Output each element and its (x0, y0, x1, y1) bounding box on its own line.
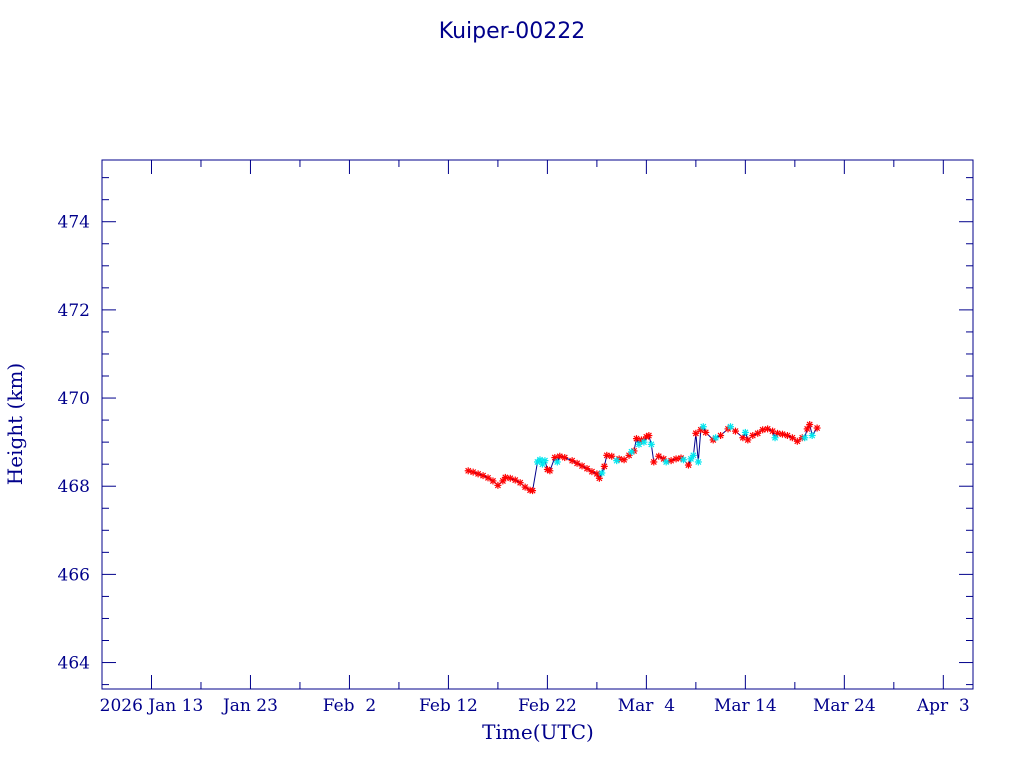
data-point (632, 435, 640, 443)
data-point (625, 451, 633, 459)
x-tick-label: Jan 23 (221, 696, 278, 716)
data-point (808, 432, 816, 440)
x-axis-label: Time(UTC) (482, 720, 594, 744)
data-point (556, 452, 564, 460)
data-point (712, 434, 720, 442)
y-axis: 464 466 468 470 472 474 (58, 177, 973, 686)
data-point (628, 448, 636, 456)
data-point (541, 457, 549, 465)
data-point (484, 474, 492, 482)
data-point (774, 429, 782, 437)
x-tick-label: Mar 4 (618, 696, 675, 716)
y-tick-label: 474 (58, 213, 90, 233)
y-tick-label: 470 (58, 389, 90, 409)
data-point (692, 429, 700, 437)
data-point (650, 458, 658, 466)
data-point (573, 459, 581, 467)
data-point (655, 452, 663, 460)
data-point (529, 487, 537, 495)
data-point (640, 438, 648, 446)
data-point (793, 437, 801, 445)
data-point (464, 467, 472, 475)
x-tick-label: Apr 3 (916, 696, 970, 716)
data-point (620, 456, 628, 464)
data-point (699, 423, 707, 431)
data-point (694, 458, 702, 466)
data-point (806, 421, 814, 428)
data-point (489, 477, 497, 485)
data-point (645, 432, 653, 440)
data-point (598, 469, 606, 477)
data-point (754, 429, 762, 437)
data-point (608, 452, 616, 460)
plot-markers (464, 421, 821, 495)
data-point (546, 467, 554, 475)
y-tick-label: 472 (58, 301, 90, 321)
data-point (662, 458, 670, 466)
x-tick-label: Feb 22 (518, 696, 577, 716)
data-point (568, 457, 576, 465)
data-point (687, 455, 695, 463)
data-point (536, 456, 544, 464)
data-point (521, 483, 529, 491)
data-point (613, 457, 621, 465)
data-point (494, 481, 502, 489)
data-point (561, 454, 569, 462)
data-point (744, 436, 752, 444)
x-axis: 2026 Jan 13 Jan 23 Feb 2 Feb 12 Feb 22 Mar 4 M… (100, 160, 970, 716)
plot-frame (101, 159, 974, 690)
data-point (689, 451, 697, 459)
x-tick-label: Mar 24 (813, 696, 876, 716)
y-axis-label: Height (km) (3, 363, 27, 485)
y-tick-label: 464 (58, 654, 90, 674)
data-point (635, 440, 643, 448)
data-point (702, 428, 710, 436)
x-tick-label: 2026 Jan 13 (100, 696, 204, 716)
data-point (759, 426, 767, 434)
data-point (741, 428, 749, 436)
data-point (684, 461, 692, 469)
data-point (511, 476, 519, 484)
data-point (672, 455, 680, 463)
data-point (801, 434, 809, 442)
data-point (583, 465, 591, 473)
data-point (778, 430, 786, 438)
x-tick-label: Feb 12 (419, 696, 478, 716)
data-point (788, 434, 796, 442)
data-point (499, 477, 507, 485)
y-tick-label: 468 (58, 477, 90, 497)
data-point (538, 460, 546, 468)
data-point (501, 473, 509, 481)
data-point (600, 462, 608, 470)
data-point (516, 479, 524, 487)
chart-title: Kuiper-00222 (439, 19, 585, 44)
y-tick-label: 466 (58, 565, 90, 585)
data-point (813, 424, 821, 432)
data-point (603, 451, 611, 459)
data-point (727, 423, 735, 431)
data-point (771, 434, 779, 442)
data-point (595, 474, 603, 482)
data-point (647, 440, 655, 448)
data-point (553, 458, 561, 466)
data-point (731, 427, 739, 435)
data-point (679, 456, 687, 464)
x-tick-label: Mar 14 (714, 696, 777, 716)
x-tick-label: Feb 2 (323, 696, 376, 716)
data-point (578, 462, 586, 470)
